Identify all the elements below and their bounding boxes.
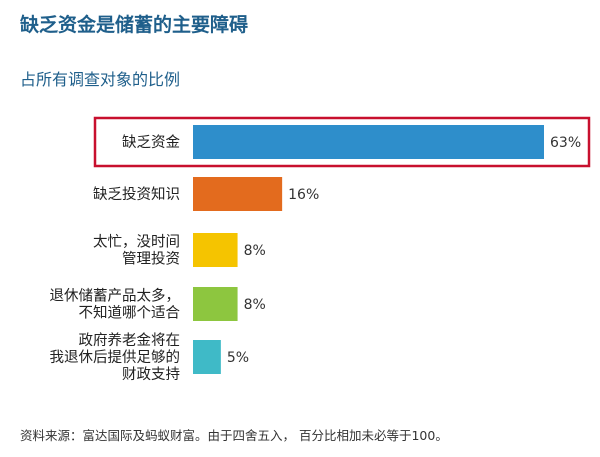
source-note: 资料来源：富达国际及蚂蚁财富。由于四舍五入， 百分比相加未必等于100。 [20,428,448,443]
highlight-frame [93,116,591,168]
value-label-3: 8% [244,297,266,313]
category-label-0-0: 缺乏资金 [122,134,180,151]
value-label-0: 63% [550,135,581,151]
chart-title: 缺乏资金是储蓄的主要障碍 [20,14,249,36]
category-label-4-1: 我退休后提供足够的 [50,349,181,366]
bar-0 [193,125,544,159]
value-label-2: 8% [244,243,266,259]
value-label-1: 16% [288,187,319,203]
category-label-2-0: 太忙，没时间 [93,234,180,251]
value-label-4: 5% [227,350,249,366]
category-label-4-2: 财政支持 [122,366,180,383]
category-label-1-0: 缺乏投资知识 [93,186,180,203]
chart-subtitle: 占所有调查对象的比例 [20,70,181,89]
bar-1 [193,177,283,211]
category-label-4-0: 政府养老金将在 [79,332,181,349]
category-label-3-0: 退休储蓄产品太多， [50,288,181,305]
category-label-2-1: 管理投资 [122,251,180,268]
bar-3 [193,287,238,321]
category-label-3-1: 不知道哪个适合 [79,305,181,322]
bar-2 [193,233,238,267]
bar-4 [193,340,221,374]
